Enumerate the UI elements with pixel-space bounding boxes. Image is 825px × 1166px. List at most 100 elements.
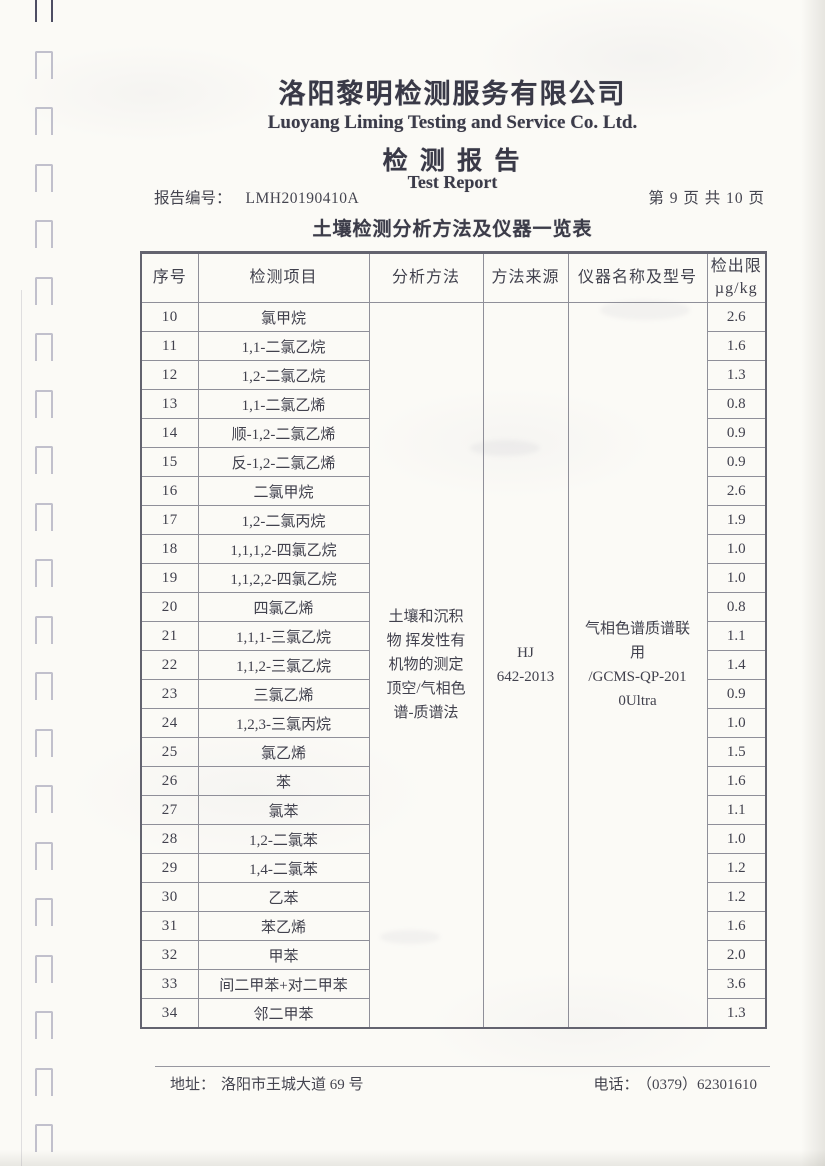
serial-no-cell: 16 [140, 476, 199, 506]
detection-limit-cell: 1.6 [706, 766, 767, 796]
table-header-row: 序号 检测项目 分析方法 方法来源 仪器名称及型号 检出限 µg/kg [140, 252, 767, 303]
test-item-cell: 苯乙烯 [197, 911, 370, 941]
detection-limit-cell: 1.1 [706, 621, 767, 651]
test-item-cell: 1,2-二氯乙烷 [197, 360, 370, 390]
serial-no-cell: 30 [140, 882, 199, 912]
instrument-cell: 气相色谱质谱联 用 /GCMS-QP-201 0Ultra [567, 302, 708, 1029]
binding-hole-icon [35, 1067, 53, 1096]
footer-divider [155, 1066, 770, 1067]
test-item-cell: 甲苯 [197, 940, 370, 970]
test-item-cell: 1,1-二氯乙烯 [197, 389, 370, 419]
address-value: 洛阳市王城大道 69 号 [221, 1077, 364, 1093]
binding-hole-icon [35, 446, 53, 474]
method-source-cell: HJ 642-2013 [482, 302, 569, 1029]
binding-hole-icon [35, 615, 53, 644]
binding-hole-icon [35, 107, 53, 135]
detection-limit-cell: 1.6 [706, 331, 767, 361]
header-test-item: 检测项目 [197, 252, 370, 303]
table-row: 31 苯乙烯 1.6 [140, 911, 767, 941]
test-item-cell: 乙苯 [197, 882, 370, 912]
detection-limit-cell: 1.6 [706, 911, 767, 941]
serial-no-cell: 21 [140, 621, 199, 651]
page-edge-shadow-right [801, 0, 825, 1166]
serial-no-cell: 24 [140, 708, 199, 738]
company-name-en: Luoyang Liming Testing and Service Co. L… [267, 112, 638, 133]
methods-table: 序号 检测项目 分析方法 方法来源 仪器名称及型号 检出限 µg/kg 10 氯甲… [140, 251, 767, 1029]
phone-label: 电话： [593, 1077, 639, 1093]
serial-no-cell: 20 [140, 592, 199, 622]
table-row: 13 1,1-二氯乙烯 0.8 [140, 389, 767, 419]
serial-no-cell: 12 [140, 360, 199, 390]
binding-hole-icon [35, 502, 53, 531]
table-row: 14 顺-1,2-二氯乙烯 0.9 [140, 418, 767, 448]
detection-limit-cell: 1.1 [706, 795, 767, 825]
test-item-cell: 氯甲烷 [197, 302, 370, 332]
binding-hole-icon [35, 276, 53, 305]
binding-hole-icon [35, 1011, 53, 1039]
binding-hole-icon [35, 954, 53, 983]
meta-row: 报告编号： LMH20190410A 第 9 页 共 10 页 [140, 186, 765, 208]
serial-no-cell: 28 [140, 824, 199, 854]
test-item-cell: 1,2-二氯苯 [197, 824, 370, 854]
binding-hole-icon [35, 0, 53, 22]
test-item-cell: 氯乙烯 [197, 737, 370, 767]
binding-hole-icon [35, 163, 53, 192]
header-instrument: 仪器名称及型号 [567, 252, 708, 303]
table-row: 30 乙苯 1.2 [140, 882, 767, 912]
detection-limit-cell: 0.9 [706, 418, 767, 448]
doc-title-en: Test Report [407, 172, 498, 192]
address-label: 地址： [170, 1077, 216, 1093]
binding-hole-icon [35, 898, 53, 926]
test-item-cell: 顺-1,2-二氯乙烯 [197, 418, 370, 448]
table-row: 32 甲苯 2.0 [140, 940, 767, 970]
table-title: 土壤检测分析方法及仪器一览表 [312, 219, 593, 240]
test-item-cell: 氯苯 [197, 795, 370, 825]
detection-limit-cell: 1.4 [706, 650, 767, 680]
analysis-method-cell: 土壤和沉积 物 挥发性有 机物的测定 顶空/气相色 谱-质谱法 [368, 302, 484, 1029]
test-item-cell: 邻二甲苯 [197, 998, 370, 1029]
doc-title-cn: 检 测 报 告 [382, 148, 523, 175]
report-number-label: 报告编号： [154, 190, 232, 207]
binding-hole-icon [35, 559, 53, 587]
binding-hole-icon [35, 841, 53, 870]
serial-no-cell: 29 [140, 853, 199, 883]
test-item-cell: 苯 [197, 766, 370, 796]
binding-hole-icon [35, 728, 53, 757]
binding-hole-icon [35, 220, 53, 248]
serial-no-cell: 10 [140, 302, 199, 332]
serial-no-cell: 11 [140, 331, 199, 361]
table-row: 33 间二甲苯+对二甲苯 3.6 [140, 969, 767, 999]
binding-hole-icon [35, 672, 53, 700]
test-item-cell: 二氯甲烷 [197, 476, 370, 506]
test-item-cell: 四氯乙烯 [197, 592, 370, 622]
test-item-cell: 三氯乙烯 [197, 679, 370, 709]
serial-no-cell: 18 [140, 534, 199, 564]
page-footer: 地址： 洛阳市王城大道 69 号 电话： （0379）62301610 [140, 1073, 765, 1094]
serial-no-cell: 34 [140, 998, 199, 1029]
header-analysis-method: 分析方法 [368, 252, 484, 303]
serial-no-cell: 14 [140, 418, 199, 448]
serial-no-cell: 25 [140, 737, 199, 767]
detection-limit-cell: 1.3 [706, 360, 767, 390]
detection-limit-cell: 1.5 [706, 737, 767, 767]
page-indicator: 第 9 页 共 10 页 [648, 190, 765, 207]
header-serial-no: 序号 [140, 252, 199, 303]
table-header: 序号 检测项目 分析方法 方法来源 仪器名称及型号 检出限 µg/kg [140, 252, 767, 303]
serial-no-cell: 23 [140, 679, 199, 709]
header-method-source: 方法来源 [482, 252, 569, 303]
detection-limit-cell: 1.0 [706, 534, 767, 564]
serial-no-cell: 31 [140, 911, 199, 941]
footer-address: 地址： 洛阳市王城大道 69 号 [170, 1073, 364, 1094]
binding-hole-icon [35, 785, 53, 813]
detection-limit-cell: 1.0 [706, 708, 767, 738]
page-edge-shadow-bottom [0, 1150, 825, 1166]
table-body: 10 氯甲烷 土壤和沉积 物 挥发性有 机物的测定 顶空/气相色 谱-质谱法 HJ 6… [140, 302, 767, 1029]
binding-hole-icon [35, 389, 53, 418]
report-number: 报告编号： LMH20190410A [140, 186, 359, 208]
serial-no-cell: 17 [140, 505, 199, 535]
serial-no-cell: 19 [140, 563, 199, 593]
serial-no-cell: 15 [140, 447, 199, 477]
page-edge-line [21, 290, 22, 1166]
table-row: 11 1,1-二氯乙烷 1.6 [140, 331, 767, 361]
